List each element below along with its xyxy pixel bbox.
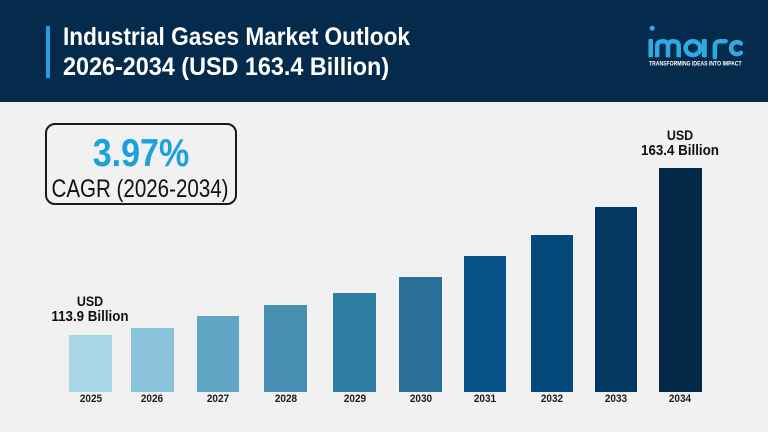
svg-text:TRANSFORMING IDEAS INTO IMPACT: TRANSFORMING IDEAS INTO IMPACT (649, 61, 742, 68)
